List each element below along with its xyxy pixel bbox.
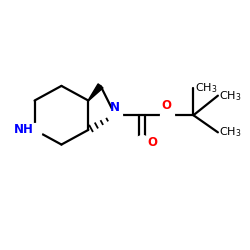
- Text: CH$_3$: CH$_3$: [195, 82, 217, 95]
- Text: O: O: [148, 136, 158, 148]
- Text: O: O: [162, 99, 172, 112]
- Text: CH$_3$: CH$_3$: [219, 89, 242, 102]
- Text: CH$_3$: CH$_3$: [219, 126, 242, 139]
- Text: N: N: [110, 101, 120, 114]
- Polygon shape: [88, 84, 103, 101]
- Text: NH: NH: [14, 124, 33, 136]
